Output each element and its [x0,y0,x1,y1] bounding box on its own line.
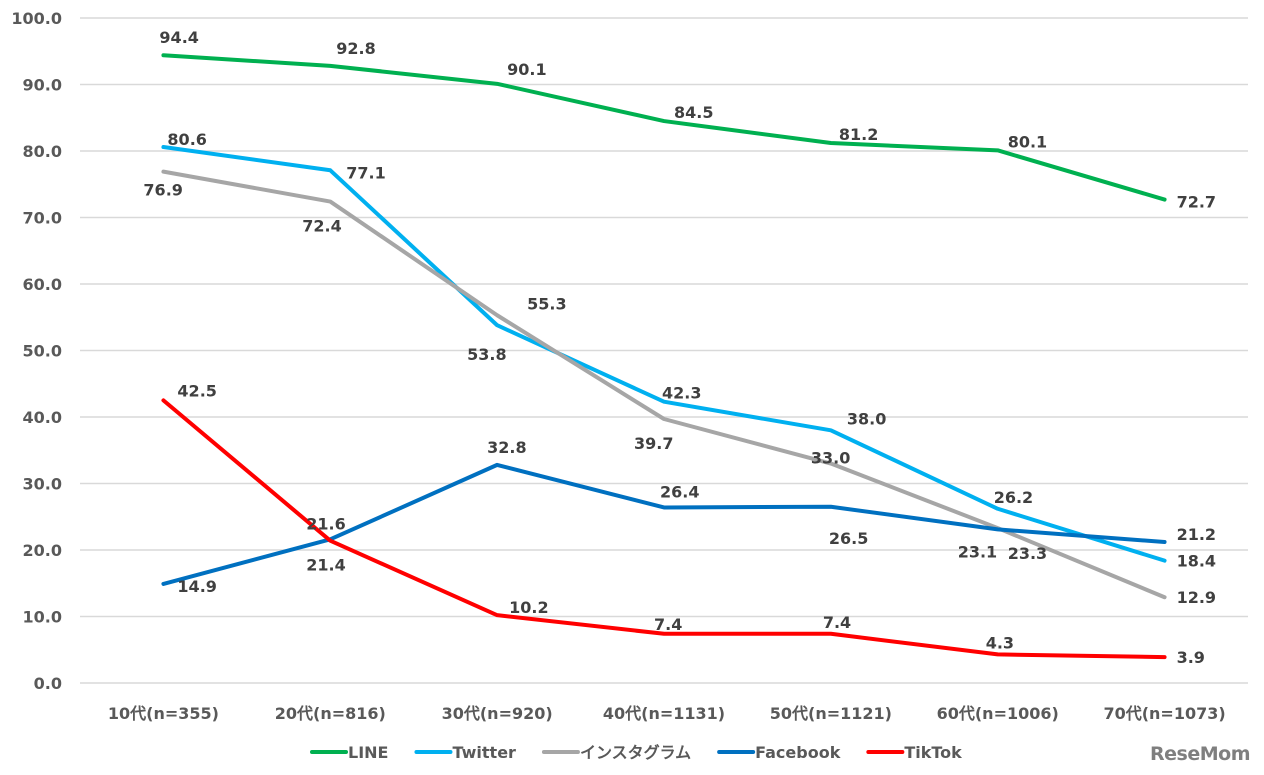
legend-label: Facebook [755,743,841,762]
y-tick-label: 10.0 [23,608,62,627]
x-axis-ticks: 10代(n=355) 20代(n=816) 30代(n=920) 40代(n=1131… [108,704,1226,723]
data-label: 26.4 [660,482,699,501]
data-label: 4.3 [986,633,1014,652]
legend-label: LINE [348,743,388,762]
data-label: 72.4 [302,217,341,236]
data-label: 80.6 [167,130,206,149]
y-tick-label: 20.0 [23,541,62,560]
resemom-watermark: ReseMom [1150,743,1250,765]
data-label: 92.8 [336,39,375,58]
data-labels: 94.4 92.8 90.1 84.5 81.2 80.1 72.7 80.6 77.1 53.8… [143,28,1216,667]
data-label: 26.2 [994,488,1033,507]
data-label: 76.9 [143,181,182,200]
legend-label: TikTok [904,743,962,762]
y-tick-label: 100.0 [11,9,62,28]
data-label: 32.8 [487,438,526,457]
data-label: 26.5 [829,529,868,548]
y-tick-label: 60.0 [23,275,62,294]
x-tick-label: 10代(n=355) [108,704,219,723]
x-tick-label: 20代(n=816) [275,704,386,723]
data-label: 23.3 [1008,544,1047,563]
data-label: 84.5 [674,103,713,122]
data-label: 7.4 [823,613,851,632]
data-label: 72.7 [1177,193,1216,212]
data-label: 10.2 [509,598,548,617]
data-label: 42.3 [662,384,701,403]
series-lines [161,53,1167,660]
data-label: 21.4 [306,556,345,575]
data-label: 23.1 [958,542,997,561]
series-line-1 [161,145,1167,563]
data-label: 33.0 [811,449,850,468]
series-line-4 [161,398,1167,660]
y-tick-label: 0.0 [34,674,62,693]
y-tick-label: 70.0 [23,209,62,228]
data-label: 14.9 [177,577,216,596]
data-label: 80.1 [1008,132,1047,151]
data-label: 21.2 [1177,525,1216,544]
x-tick-label: 30代(n=920) [442,704,553,723]
gridlines [80,17,1248,684]
y-tick-label: 40.0 [23,408,62,427]
data-label: 81.2 [839,125,878,144]
x-tick-label: 40代(n=1131) [603,704,725,723]
legend-label: Twitter [452,743,516,762]
data-label: 38.0 [847,409,886,428]
y-tick-label: 30.0 [23,475,62,494]
y-tick-label: 90.0 [23,76,62,95]
data-label: 21.6 [306,514,345,533]
data-label: 55.3 [527,294,566,313]
y-tick-label: 80.0 [23,142,62,161]
data-label: 18.4 [1177,552,1216,571]
data-label: 90.1 [507,60,546,79]
y-tick-label: 50.0 [23,342,62,361]
data-label: 12.9 [1177,588,1216,607]
legend: LINE Twitter インスタグラム Facebook TikTok [310,743,962,762]
data-label: 7.4 [654,615,682,634]
data-label: 94.4 [159,28,198,47]
data-label: 53.8 [467,345,506,364]
series-line-0 [161,53,1167,202]
x-tick-label: 50代(n=1121) [770,704,892,723]
data-label: 77.1 [346,163,385,182]
x-tick-label: 60代(n=1006) [937,704,1059,723]
data-label: 3.9 [1177,648,1205,667]
data-label: 42.5 [177,381,216,400]
data-label: 39.7 [634,434,673,453]
legend-label: インスタグラム [580,743,691,762]
y-axis-ticks: 0.0 10.0 20.0 30.0 40.0 50.0 60.0 70.0 80.0 90.0 1… [11,9,62,693]
x-tick-label: 70代(n=1073) [1103,704,1225,723]
